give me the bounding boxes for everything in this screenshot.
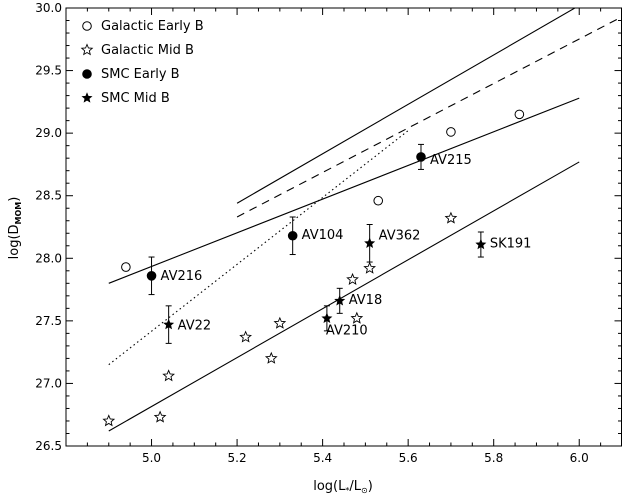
legend-label: SMC Early B bbox=[101, 67, 180, 82]
point-label: AV216 bbox=[161, 269, 203, 284]
data-point bbox=[334, 295, 346, 306]
y-tick-label: 28.5 bbox=[35, 189, 62, 203]
point-label: AV104 bbox=[302, 228, 344, 243]
x-axis-title: log(L*/L⊙) bbox=[313, 479, 373, 495]
y-tick-label: 29.0 bbox=[35, 126, 62, 140]
point-label: AV362 bbox=[379, 228, 421, 243]
legend-marker bbox=[80, 43, 94, 56]
fit-line-dashed bbox=[236, 16, 622, 218]
fit-line-dotted bbox=[108, 130, 409, 366]
fit-line-solid bbox=[236, 8, 576, 204]
data-point bbox=[102, 414, 116, 427]
data-point bbox=[475, 238, 487, 250]
x-tick-label: 5.8 bbox=[484, 451, 503, 465]
fit-line-solid bbox=[108, 97, 580, 284]
data-point bbox=[346, 272, 359, 285]
point-label: AV215 bbox=[430, 153, 472, 168]
data-point bbox=[146, 271, 157, 281]
x-tick-label: 6.0 bbox=[570, 451, 589, 465]
point-label: AV210 bbox=[326, 323, 368, 338]
legend-label: Galactic Mid B bbox=[101, 43, 194, 58]
legend-marker bbox=[81, 92, 93, 103]
x-tick-label: 5.0 bbox=[142, 451, 161, 465]
legend-label: Galactic Early B bbox=[101, 19, 204, 34]
data-point bbox=[162, 369, 175, 382]
data-point bbox=[239, 330, 252, 343]
point-label: SK191 bbox=[490, 237, 532, 252]
data-point bbox=[121, 262, 131, 272]
data-point bbox=[373, 195, 384, 206]
legend-marker bbox=[82, 69, 92, 79]
y-tick-label: 29.5 bbox=[35, 64, 62, 78]
data-point bbox=[321, 312, 333, 324]
point-label: AV22 bbox=[178, 319, 212, 334]
y-tick-label: 30.0 bbox=[35, 1, 62, 15]
data-point bbox=[416, 152, 426, 162]
y-tick-label: 28.0 bbox=[35, 251, 62, 265]
data-point bbox=[287, 230, 298, 241]
legend-label: SMC Mid B bbox=[101, 91, 170, 106]
data-point bbox=[514, 109, 525, 120]
y-tick-label: 27.5 bbox=[35, 314, 62, 328]
data-point bbox=[163, 318, 175, 330]
data-point bbox=[364, 237, 376, 248]
fit-line-solid bbox=[108, 161, 580, 432]
x-tick-label: 5.6 bbox=[399, 451, 418, 465]
y-axis-title: log(DMOM) bbox=[7, 197, 23, 260]
legend-marker bbox=[82, 21, 92, 31]
data-point bbox=[446, 127, 456, 137]
legend: Galactic Early B Galactic Mid B SMC Early … bbox=[80, 19, 204, 106]
x-tick-label: 5.2 bbox=[228, 451, 247, 465]
fit-lines bbox=[108, 8, 622, 432]
data-point bbox=[363, 261, 377, 274]
x-tick-label: 5.4 bbox=[313, 451, 332, 465]
data-point bbox=[153, 410, 167, 423]
data-point bbox=[264, 351, 278, 364]
y-tick-label: 26.5 bbox=[35, 439, 62, 453]
data-point bbox=[444, 211, 458, 224]
y-tick-label: 27.0 bbox=[35, 376, 62, 390]
point-label: AV18 bbox=[349, 293, 383, 308]
data-point bbox=[350, 311, 364, 324]
data-point bbox=[273, 316, 287, 329]
data-points: AV216 AV104 AV215 AV22 AV210 AV18 AV362 SK191 bbox=[102, 109, 532, 427]
